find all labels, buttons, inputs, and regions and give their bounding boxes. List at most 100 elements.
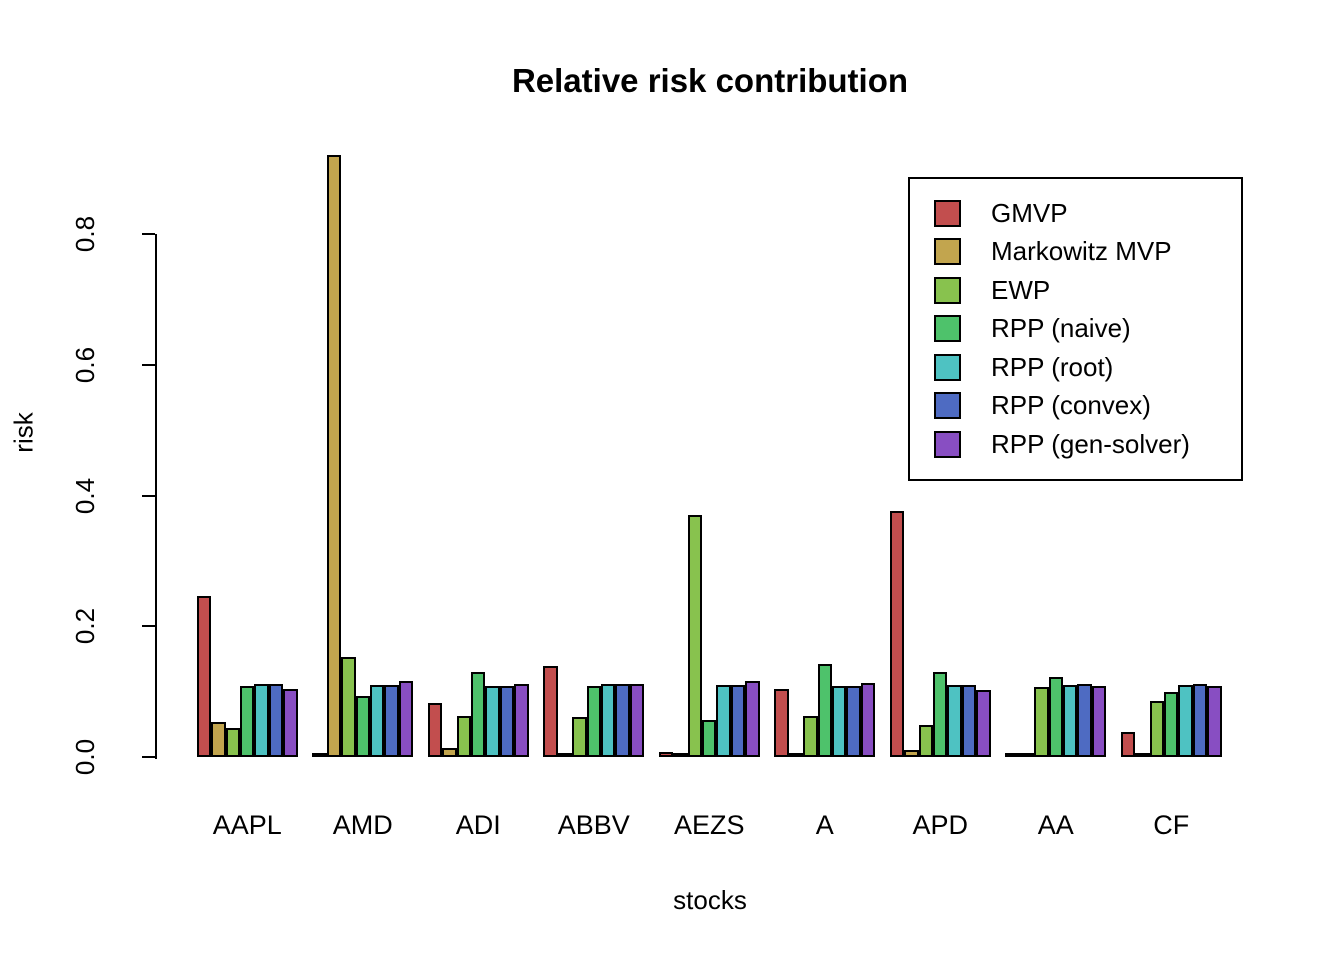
bar-markowitz-mvp-aezs	[673, 753, 688, 757]
bar-rpp-naive-aezs	[702, 720, 717, 757]
bar-rpp-gen-solver-aezs	[745, 681, 760, 757]
x-category-label-adi: ADI	[455, 810, 501, 840]
bar-gmvp-aezs	[658, 752, 674, 757]
bar-rpp-convex-aa	[1077, 684, 1092, 757]
bar-rpp-gen-solver-aapl	[283, 689, 298, 757]
bar-rpp-root-adi	[485, 686, 500, 757]
bar-rpp-naive-aapl	[240, 686, 255, 757]
bar-ewp-aezs	[687, 515, 703, 757]
x-category-label-aa: AA	[1037, 810, 1074, 840]
legend-swatch-icon	[934, 430, 961, 458]
legend-box: GMVP Markowitz MVP EWP RPP (naive) RPP (root…	[908, 177, 1243, 481]
x-category-label-a: A	[815, 810, 834, 840]
y-tick-0.4	[142, 494, 155, 497]
bar-rpp-root-cf	[1178, 685, 1193, 757]
bar-gmvp-aa	[1005, 753, 1020, 757]
bar-rpp-gen-solver-aa	[1091, 686, 1107, 757]
y-tick-0.2	[142, 625, 155, 628]
bar-rpp-gen-solver-a	[860, 683, 876, 757]
bar-gmvp-aapl	[196, 596, 212, 757]
x-category-label-cf: CF	[1153, 810, 1190, 840]
bar-rpp-gen-solver-adi	[514, 684, 529, 757]
bar-rpp-convex-aezs	[730, 685, 746, 757]
x-category-label-abbv: ABBV	[557, 810, 630, 840]
bar-markowitz-mvp-abbv	[557, 753, 573, 757]
legend-swatch-icon	[934, 315, 961, 343]
bar-rpp-root-aezs	[716, 685, 731, 757]
y-tick-0.6	[142, 363, 155, 366]
bar-markowitz-mvp-aapl	[211, 722, 226, 757]
y-tick-label-0.6: 0.6	[70, 346, 100, 383]
legend-item-rpp-convex: RPP (convex)	[934, 387, 1241, 426]
bar-rpp-gen-solver-amd	[398, 681, 414, 757]
plot-area: 0.0 0.2 0.4 0.6 0.8 AAPL AMD ADI ABBV AEZS A APD AA…	[70, 100, 1240, 840]
bar-markowitz-mvp-apd	[904, 750, 919, 757]
legend-item-rpp-naive: RPP (naive)	[934, 310, 1241, 349]
legend-rows: GMVP Markowitz MVP EWP RPP (naive) RPP (root…	[934, 194, 1241, 464]
legend-label: Markowitz MVP	[991, 236, 1172, 267]
y-axis-line	[155, 234, 157, 759]
bar-ewp-a	[803, 716, 818, 757]
x-category-label-amd: AMD	[332, 810, 393, 840]
y-tick-label-0.0: 0.0	[70, 738, 100, 776]
bar-gmvp-adi	[427, 703, 443, 757]
bar-rpp-naive-a	[817, 664, 832, 757]
legend-label: RPP (gen-solver)	[991, 428, 1190, 459]
bar-rpp-root-aa	[1062, 685, 1078, 757]
legend-label: RPP (convex)	[991, 390, 1151, 421]
bar-rpp-naive-cf	[1164, 692, 1179, 757]
bar-rpp-gen-solver-apd	[976, 690, 991, 757]
legend-label: RPP (naive)	[991, 313, 1131, 344]
bar-rpp-gen-solver-cf	[1207, 686, 1222, 757]
bar-rpp-naive-abbv	[586, 686, 601, 757]
bar-rpp-naive-aa	[1048, 677, 1063, 757]
chart-title: Relative risk contribution	[511, 62, 909, 99]
legend-item-rpp-gen-solver: RPP (gen-solver)	[934, 425, 1241, 464]
bar-rpp-convex-a	[846, 686, 861, 757]
bar-rpp-root-a	[831, 686, 847, 757]
y-tick-label-0.8: 0.8	[70, 216, 100, 253]
bar-gmvp-a	[774, 689, 789, 757]
legend-label: RPP (root)	[991, 351, 1114, 382]
bar-rpp-root-aapl	[254, 684, 269, 757]
bar-ewp-amd	[341, 657, 356, 757]
y-tick-0.8	[142, 233, 155, 236]
bar-rpp-convex-apd	[961, 685, 977, 757]
bar-rpp-naive-adi	[471, 672, 486, 757]
bar-ewp-aapl	[225, 728, 241, 757]
legend-swatch-icon	[934, 392, 961, 420]
legend-label: EWP	[991, 274, 1051, 305]
bar-rpp-root-apd	[947, 685, 962, 757]
y-axis-label: risk	[8, 412, 39, 453]
legend-swatch-icon	[934, 276, 961, 304]
bar-markowitz-mvp-aa	[1019, 753, 1035, 757]
bar-markowitz-mvp-a	[788, 753, 804, 757]
bar-gmvp-cf	[1120, 732, 1136, 757]
legend-swatch-icon	[934, 199, 961, 227]
legend-swatch-icon	[934, 353, 961, 381]
bar-rpp-root-abbv	[600, 684, 616, 757]
bar-rpp-gen-solver-abbv	[629, 684, 645, 757]
bar-rpp-convex-abbv	[615, 684, 630, 757]
bar-rpp-convex-aapl	[268, 684, 284, 757]
y-tick-label-0.2: 0.2	[70, 608, 100, 645]
bar-gmvp-amd	[312, 753, 327, 757]
bar-rpp-naive-apd	[933, 672, 948, 757]
x-axis-label: stocks	[673, 885, 747, 915]
legend-item-ewp: EWP	[934, 271, 1241, 310]
x-category-label-aapl: AAPL	[212, 810, 282, 840]
bar-rpp-root-amd	[369, 685, 385, 757]
bar-ewp-adi	[456, 716, 472, 757]
bar-markowitz-mvp-adi	[442, 748, 457, 757]
bar-rpp-convex-cf	[1192, 684, 1208, 757]
bar-ewp-abbv	[572, 717, 587, 757]
y-tick-0.0	[142, 756, 155, 758]
legend-item-gmvp: GMVP	[934, 194, 1241, 233]
legend-item-rpp-root: RPP (root)	[934, 348, 1241, 387]
legend-label: GMVP	[991, 197, 1068, 228]
legend-item-markowitz-mvp: Markowitz MVP	[934, 233, 1241, 272]
bar-ewp-aa	[1034, 687, 1049, 757]
bar-markowitz-mvp-amd	[326, 155, 342, 757]
bar-markowitz-mvp-cf	[1135, 753, 1150, 757]
